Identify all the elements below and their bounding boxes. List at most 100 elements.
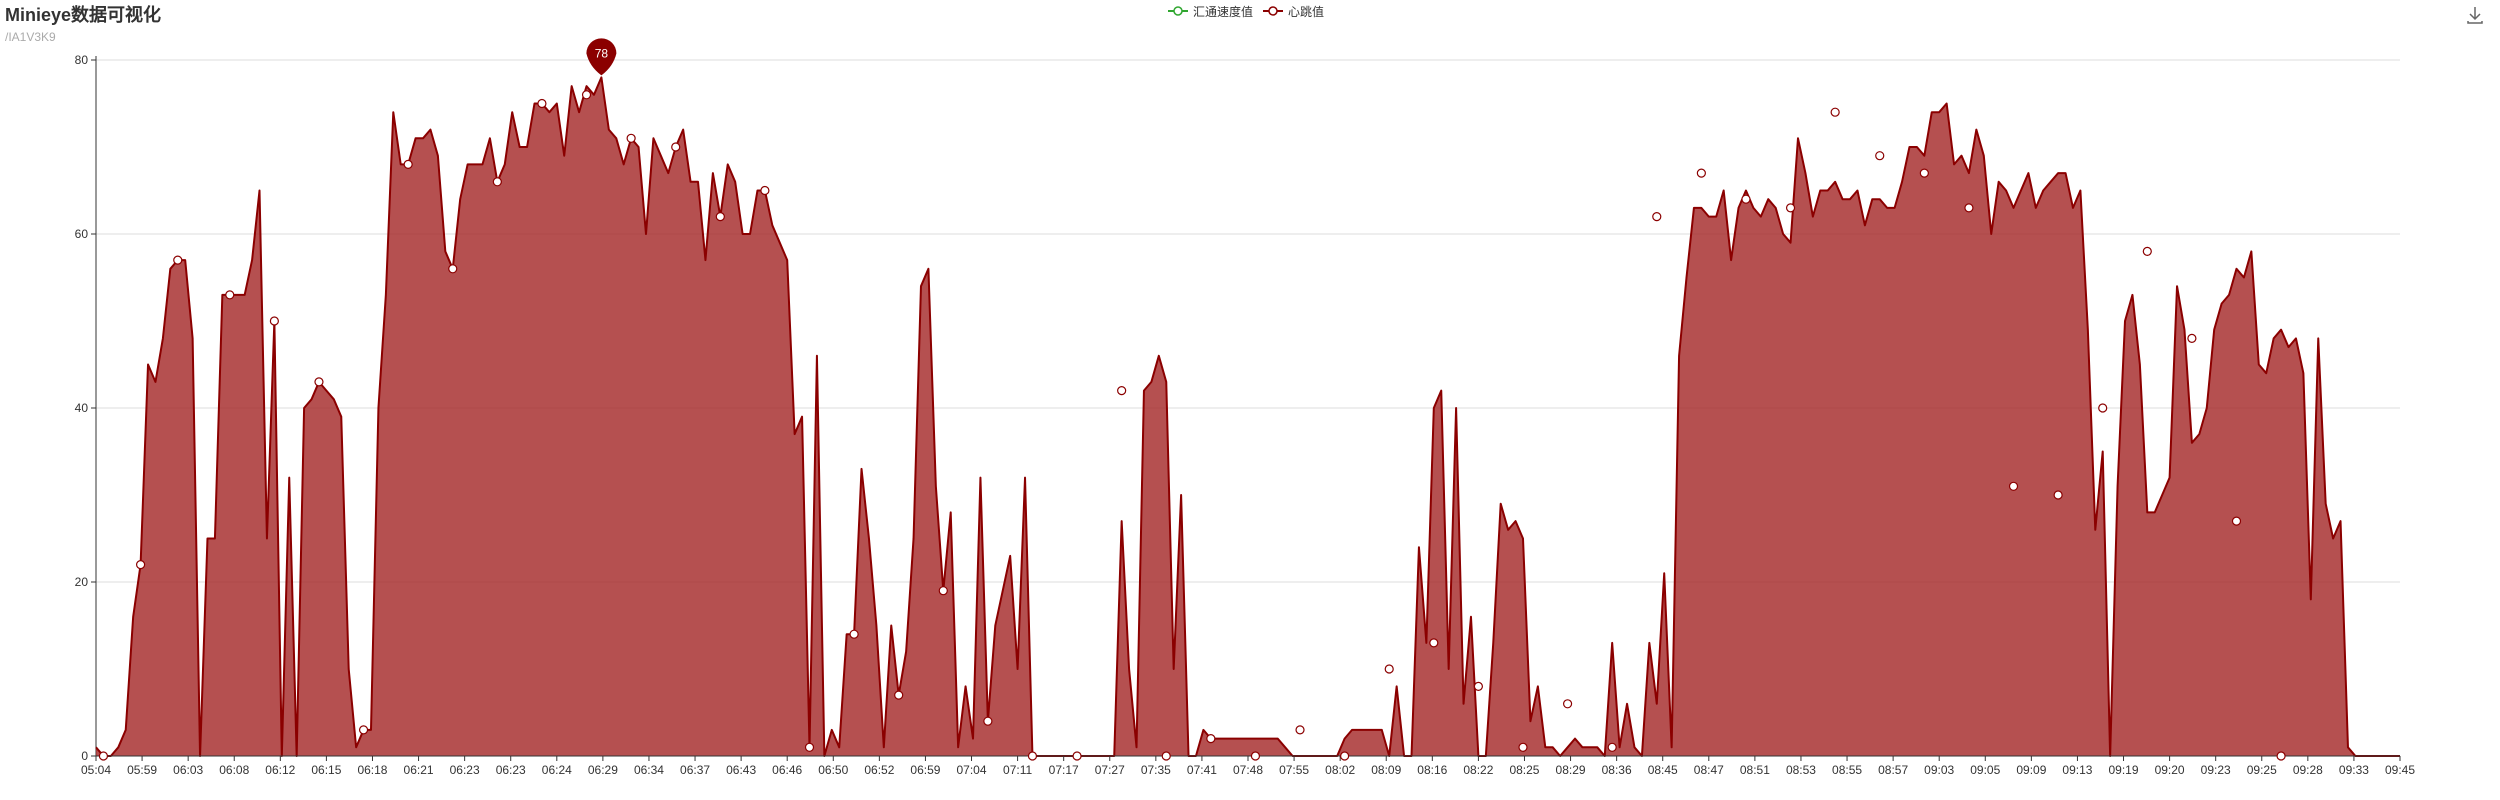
x-tick-label: 08:55 (1832, 763, 1862, 777)
x-tick-label: 08:51 (1740, 763, 1770, 777)
data-point (671, 142, 681, 152)
y-tick-label: 20 (75, 575, 89, 589)
x-tick-label: 08:22 (1463, 763, 1493, 777)
x-tick-label: 06:23 (450, 763, 480, 777)
data-point (1384, 664, 1394, 674)
download-icon (2467, 7, 2483, 24)
series-area (96, 77, 2400, 756)
data-point (849, 629, 859, 639)
x-tick-label: 06:34 (634, 763, 664, 777)
max-pin-label: 78 (595, 46, 609, 60)
x-tick-label: 09:09 (2016, 763, 2046, 777)
legend-item-heartrate[interactable]: 心跳值 (1263, 3, 1324, 20)
data-point (1964, 203, 1974, 213)
data-point (1830, 107, 1840, 117)
x-tick-label: 06:50 (818, 763, 848, 777)
data-point (358, 725, 369, 735)
x-tick-label: 09:25 (2247, 763, 2277, 777)
x-tick-label: 08:16 (1417, 763, 1447, 777)
x-tick-label: 08:36 (1602, 763, 1632, 777)
x-tick-label: 06:29 (588, 763, 618, 777)
data-point (804, 742, 815, 752)
x-tick-label: 09:03 (1924, 763, 1954, 777)
x-tick-label: 09:13 (2062, 763, 2092, 777)
x-tick-label: 06:24 (542, 763, 572, 777)
legend-item-speed[interactable]: 汇通速度值 (1168, 3, 1253, 20)
data-point (1206, 733, 1216, 744)
max-pin (586, 38, 617, 76)
x-tick-label: 09:28 (2293, 763, 2323, 777)
x-tick-label: 06:12 (265, 763, 295, 777)
x-tick-label: 05:59 (127, 763, 157, 777)
x-tick-label: 06:03 (173, 763, 203, 777)
x-tick-label: 05:04 (81, 763, 111, 777)
x-tick-label: 07:48 (1233, 763, 1263, 777)
x-tick-label: 08:25 (1509, 763, 1539, 777)
x-tick-label: 09:05 (1970, 763, 2000, 777)
x-tick-label: 06:59 (910, 763, 940, 777)
x-tick-label: 08:02 (1325, 763, 1355, 777)
data-point (983, 716, 993, 726)
data-point (1340, 751, 1350, 761)
x-tick-label: 08:45 (1648, 763, 1678, 777)
series-line (95, 76, 2400, 757)
x-tick-label: 09:33 (2339, 763, 2369, 777)
data-point (2053, 490, 2063, 500)
y-tick-label: 60 (75, 227, 89, 241)
x-tick-label: 08:47 (1694, 763, 1724, 777)
legend-heartrate-line-icon (1263, 6, 1284, 16)
data-point (1607, 742, 1617, 752)
x-tick-label: 07:11 (1003, 763, 1032, 777)
y-tick-label: 40 (75, 401, 89, 415)
legend-speed-label: 汇通速度值 (1193, 4, 1254, 19)
x-tick-label: 07:27 (1095, 763, 1125, 777)
data-point (2098, 403, 2108, 413)
data-point (2276, 751, 2286, 761)
y-tick-label: 80 (75, 53, 89, 67)
data-point (135, 559, 146, 570)
data-point (2142, 246, 2152, 256)
x-tick-label: 09:20 (2155, 763, 2185, 777)
data-point (626, 133, 636, 143)
x-tick-label: 09:45 (2385, 763, 2415, 777)
legend: 汇通速度值 心跳值 (1168, 0, 1334, 22)
data-point (938, 586, 948, 596)
x-tick-label: 07:55 (1279, 763, 1309, 777)
x-tick-label: 06:52 (864, 763, 894, 777)
x-tick-label: 08:53 (1786, 763, 1816, 777)
data-point (98, 751, 109, 761)
x-tick-label: 07:41 (1187, 763, 1217, 777)
data-point (448, 264, 458, 274)
x-tick-label: 06:46 (772, 763, 802, 777)
x-tick-label: 07:04 (957, 763, 987, 777)
data-point (894, 690, 904, 700)
x-tick-label: 09:23 (2201, 763, 2231, 777)
data-point (1072, 751, 1082, 761)
data-point (314, 377, 324, 387)
y-tick-label: 0 (81, 749, 88, 763)
data-point (1295, 725, 1305, 735)
download-button[interactable] (2464, 4, 2486, 26)
x-tick-label: 06:21 (404, 763, 434, 777)
x-tick-label: 06:08 (219, 763, 249, 777)
x-tick-label: 06:23 (496, 763, 526, 777)
x-tick-label: 08:57 (1878, 763, 1908, 777)
data-point (1518, 742, 1528, 752)
x-tick-label: 07:35 (1141, 763, 1171, 777)
data-point (2231, 516, 2242, 526)
x-tick-label: 06:15 (311, 763, 341, 777)
chart-title: Minieye数据可视化 (5, 5, 162, 25)
data-point (715, 212, 725, 222)
data-point (1562, 699, 1573, 709)
data-point (2187, 333, 2197, 343)
data-point (1741, 194, 1751, 204)
x-tick-label: 06:18 (357, 763, 387, 777)
data-point (1027, 751, 1038, 761)
data-point (2008, 481, 2019, 491)
data-point (492, 177, 502, 187)
data-point (1429, 638, 1439, 648)
x-tick-label: 06:43 (726, 763, 756, 777)
data-point (1785, 203, 1796, 213)
data-point (269, 316, 279, 326)
